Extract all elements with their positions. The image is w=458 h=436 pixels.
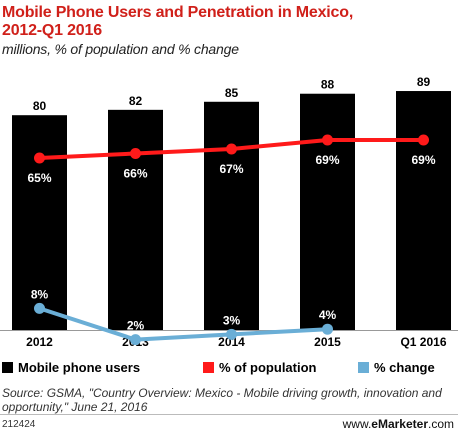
label-change-2: 3% xyxy=(223,313,241,327)
label-population-2: 67% xyxy=(219,162,243,176)
point-population-1 xyxy=(130,148,141,159)
legend-item-population: % of population xyxy=(203,360,316,375)
bar-value-label-2: 85 xyxy=(225,86,239,100)
legend-swatch-users xyxy=(2,362,13,373)
point-population-2 xyxy=(226,143,237,155)
point-change-1 xyxy=(130,334,141,346)
legend-swatch-change xyxy=(358,362,369,373)
bar-users-2 xyxy=(204,101,259,331)
point-population-4 xyxy=(418,134,429,146)
label-change-3: 4% xyxy=(319,308,337,322)
point-change-0 xyxy=(34,302,45,314)
bar-users-3 xyxy=(300,93,355,330)
line-change xyxy=(38,306,328,342)
bar-users-0 xyxy=(12,115,67,330)
brand-prefix: www. xyxy=(342,417,372,431)
brand-suffix: .com xyxy=(427,417,454,431)
point-population-3 xyxy=(322,134,333,146)
bar-value-label-3: 88 xyxy=(321,78,335,92)
legend-label-users: Mobile phone users xyxy=(18,360,141,375)
chart-title-line2: 2012-Q1 2016 xyxy=(2,22,102,39)
legend-swatch-population xyxy=(203,362,214,373)
point-change-3 xyxy=(322,323,333,335)
label-population-0: 65% xyxy=(27,171,51,185)
label-change-0: 8% xyxy=(31,287,49,301)
source-note: Source: GSMA, "Country Overview: Mexico … xyxy=(2,386,442,414)
chart-title-line1: Mobile Phone Users and Penetration in Me… xyxy=(2,4,354,21)
brand-link[interactable]: www.eMarketer.com xyxy=(343,417,454,431)
category-label-3: 2015 xyxy=(314,335,341,349)
chart-subtitle: millions, % of population and % change xyxy=(2,41,239,57)
chart-title: Mobile Phone Users and Penetration in Me… xyxy=(2,4,442,40)
label-population-3: 69% xyxy=(315,153,339,167)
category-label-2: 2014 xyxy=(218,335,245,349)
point-change-2 xyxy=(226,328,237,340)
legend-item-change: % change xyxy=(358,360,435,375)
category-label-4: Q1 2016 xyxy=(400,335,446,349)
bar-value-label-4: 89 xyxy=(417,75,431,89)
legend-label-change: % change xyxy=(374,360,435,375)
label-population-1: 66% xyxy=(123,167,147,181)
bar-value-label-1: 82 xyxy=(129,94,143,108)
brand-name: eMarketer xyxy=(371,417,428,431)
label-population-4: 69% xyxy=(411,153,435,167)
chart-plot: 80201282201385201488201589Q1 201665%66%6… xyxy=(0,75,458,349)
bar-users-4 xyxy=(396,91,451,330)
bar-value-label-0: 80 xyxy=(33,99,47,113)
legend-label-population: % of population xyxy=(219,360,317,375)
legend-item-users: Mobile phone users xyxy=(2,360,140,375)
point-population-0 xyxy=(34,152,45,164)
bar-users-1 xyxy=(108,109,163,330)
label-change-1: 2% xyxy=(127,319,145,333)
chart-id: 212424 xyxy=(2,419,36,430)
footer-divider xyxy=(0,414,458,415)
category-label-0: 2012 xyxy=(26,335,53,349)
